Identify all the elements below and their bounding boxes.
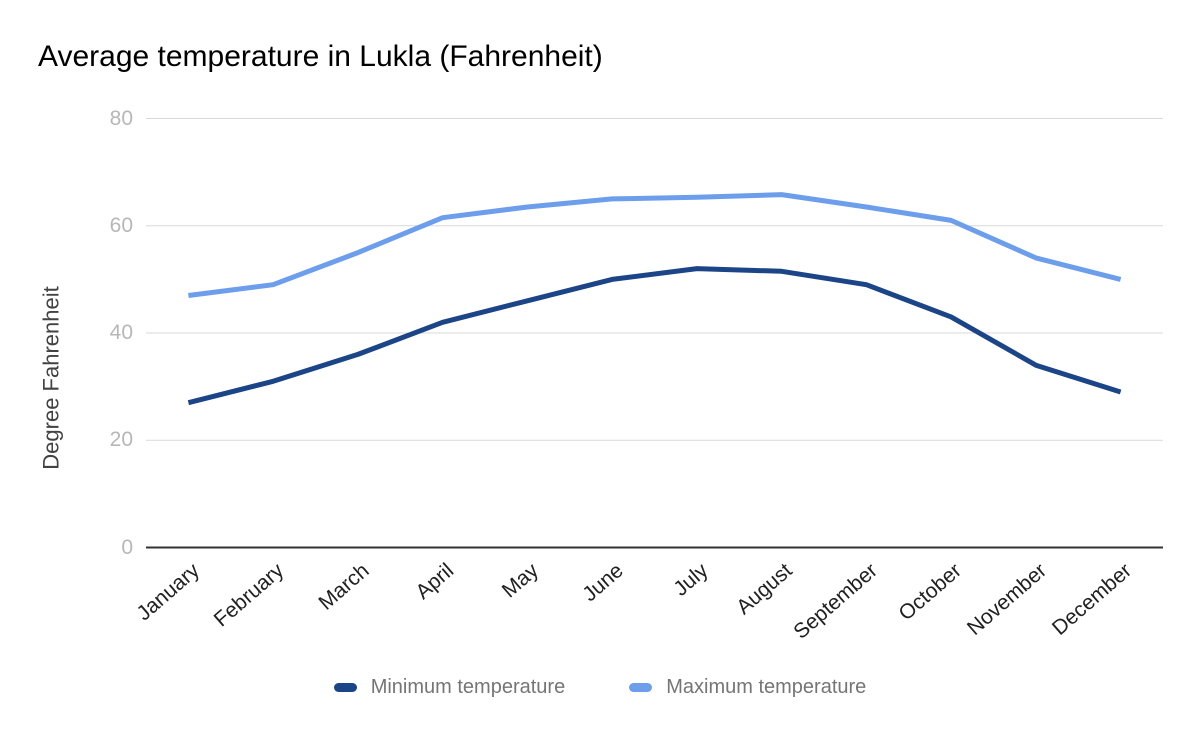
max-temperature-line (188, 192, 1122, 298)
y-tick-label-80: 80 (109, 106, 133, 130)
min-temperature-line (187, 266, 1122, 406)
legend-label-minimum: Minimum temperature (370, 676, 566, 698)
legend: Minimum temperature Maximum temperature (0, 676, 1200, 699)
min-series-swatch-icon (333, 683, 357, 692)
chart-title: Average temperature in Lukla (Fahrenheit… (38, 40, 603, 73)
legend-item-maximum[interactable]: Maximum temperature (629, 676, 866, 699)
y-tick-label-40: 40 (109, 321, 133, 344)
legend-item-minimum[interactable]: Minimum temperature (333, 676, 566, 699)
legend-label-maximum: Maximum temperature (666, 676, 867, 698)
y-tick-label-0: 0 (121, 535, 133, 559)
y-tick-label-20: 20 (109, 428, 133, 452)
y-tick-label-60: 60 (109, 213, 133, 237)
max-series-swatch-icon (629, 683, 653, 692)
